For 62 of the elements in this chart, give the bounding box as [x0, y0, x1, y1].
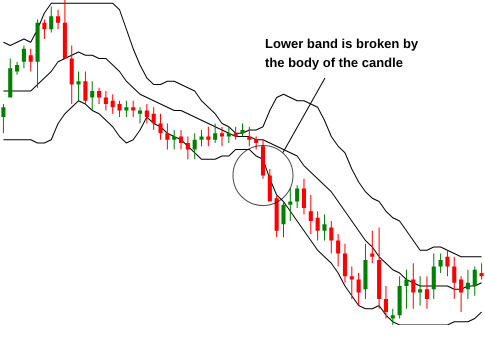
candlestick	[172, 130, 176, 150]
candlestick	[178, 130, 184, 150]
candlestick	[97, 87, 102, 104]
candlestick	[220, 126, 224, 147]
candlestick	[104, 90, 108, 111]
candlestick	[110, 94, 115, 114]
candlestick	[226, 126, 231, 144]
candlestick	[370, 230, 374, 264]
candlestick	[199, 130, 204, 147]
candlestick	[288, 188, 292, 222]
candlestick	[302, 178, 306, 215]
candlestick	[459, 276, 464, 312]
candlestick	[83, 71, 88, 104]
candlestick	[336, 234, 340, 267]
annotation: Lower band is broken by the body of the candle	[265, 36, 419, 70]
candlestick	[124, 100, 128, 118]
candlestick	[254, 136, 258, 150]
candlestick	[28, 48, 33, 72]
candlestick	[213, 123, 218, 144]
candlestick	[404, 269, 408, 310]
candlestick	[138, 106, 142, 124]
candlestick	[152, 106, 156, 130]
candlestick	[418, 276, 422, 306]
candlestick	[466, 269, 470, 300]
candlestick	[295, 184, 300, 208]
candlestick	[322, 214, 327, 241]
candlestick	[342, 243, 348, 284]
candlestick	[117, 100, 122, 118]
candlestick	[480, 262, 484, 280]
candlestick	[206, 126, 210, 147]
candlestick	[329, 220, 334, 254]
candlestick	[192, 132, 197, 160]
candlestick	[165, 123, 170, 150]
candlestick	[308, 194, 313, 234]
candlestick	[411, 262, 416, 310]
candlestick	[445, 250, 450, 277]
candlestick	[350, 266, 354, 300]
candlestick	[247, 126, 252, 147]
candlestick	[281, 201, 286, 238]
candlestick	[240, 123, 245, 137]
candlestick	[1, 104, 6, 134]
candlestick	[49, 6, 54, 33]
candlestick	[432, 253, 436, 300]
candlestick	[76, 71, 81, 102]
candlestick	[22, 45, 26, 69]
candlestick	[424, 276, 429, 310]
candlestick	[438, 253, 443, 274]
candlestick	[234, 126, 238, 140]
candlestick	[131, 100, 136, 118]
candlestick	[452, 256, 456, 300]
candlestick	[472, 266, 477, 296]
candlestick	[42, 19, 46, 40]
candlestick	[356, 272, 361, 306]
candlestick	[186, 136, 190, 160]
candlestick	[90, 80, 94, 111]
candlestick	[158, 113, 163, 140]
candlestick	[56, 9, 60, 30]
candlestick	[316, 210, 320, 241]
candlestick	[390, 308, 395, 326]
candlestick	[384, 286, 388, 319]
candlestick	[144, 104, 149, 124]
candlestick	[15, 61, 20, 76]
